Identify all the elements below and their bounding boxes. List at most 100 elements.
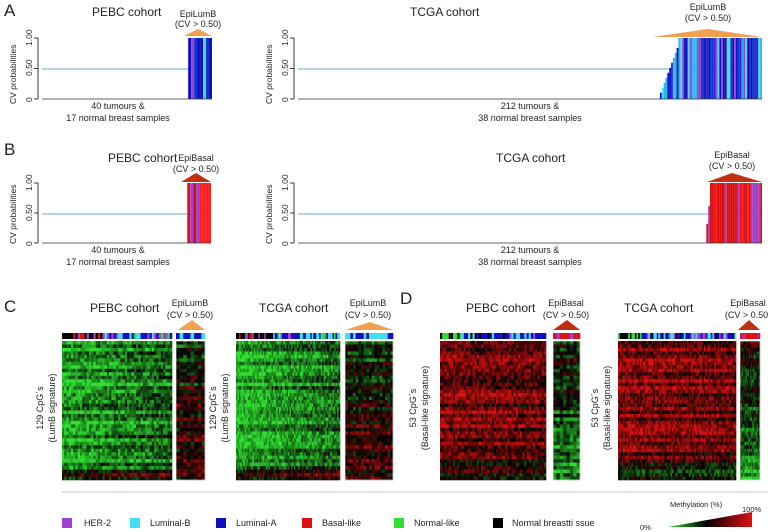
panel-c-pebc-main-cell-27-17: [100, 434, 103, 439]
panel-c-tcga-main-cell-11-3: [240, 379, 243, 383]
panel-c-tcga-main-cell-19-4: [241, 407, 244, 411]
panel-c-pebc-main-annot-8: [79, 333, 83, 339]
panel-c-tcga-main-cell-2-69: [338, 347, 341, 352]
panel-c-tcga-main-cell-29-53: [314, 441, 317, 446]
panel-c-pebc-group-cell-14-6: [197, 389, 202, 394]
panel-c-tcga-main-cell-9-16: [259, 372, 262, 377]
panel-c-tcga-main-cell-7-57: [320, 365, 323, 370]
panel-c-pebc-group-cell-35-3: [186, 462, 191, 467]
panel-c-pebc-main-cell-35-42: [156, 462, 159, 467]
panel-c-pebc-main-cell-16-31: [131, 396, 135, 401]
panel-c-pebc-main-cell-27-35: [140, 434, 144, 439]
panel-c-pebc-main-cell-17-41: [154, 400, 157, 404]
panel-c-tcga-main-cell-17-12: [253, 400, 256, 404]
panel-c-pebc-main-cell-31-48: [169, 448, 173, 453]
panel-c-tcga-main-cell-17-16: [259, 400, 262, 404]
panel-c-tcga-main-annot-5: [243, 333, 246, 339]
panel-c-tcga-main-cell-4-25: [273, 354, 275, 359]
panel-c-tcga-main-cell-27-48: [307, 434, 310, 439]
panel-a-pebc-bar-54: [203, 38, 207, 99]
panel-c-pebc-main-cell-4-18: [102, 354, 105, 359]
panel-c-pebc-main-cell-21-13: [91, 413, 94, 418]
panel-c-tcga-main-cell-3-57: [320, 351, 323, 356]
panel-c-tcga-main-cell-0-58: [322, 341, 324, 345]
panel-c-tcga-main-cell-10-24: [271, 375, 274, 380]
panel-c-pebc-main-cell-20-0: [62, 410, 65, 415]
panel-c-tcga-main-cell-26-22: [268, 431, 271, 436]
panel-c-pebc-main-cell-1-47: [167, 344, 171, 349]
panel-c-pebc-main-cell-13-45: [163, 386, 166, 390]
panel-c-pebc-main-cell-8-14: [93, 368, 96, 373]
panel-c-pebc-main-cell-8-19: [104, 368, 108, 373]
panel-c-tcga-main-cell-11-17: [261, 379, 264, 383]
panel-c-pebc-main-cell-36-29: [127, 466, 130, 470]
panel-c-tcga-main-cell-13-0: [236, 386, 238, 390]
panel-c-tcga-main-cell-2-37: [290, 347, 293, 352]
panel-c-pebc-main-cell-26-30: [129, 431, 132, 436]
panel-c-pebc-main-cell-1-7: [77, 344, 81, 349]
panel-c-tcga-main-cell-4-14: [256, 354, 259, 359]
panel-c-pebc-main-cell-28-23: [113, 438, 117, 443]
panel-c-pebc-main-cell-20-19: [104, 410, 108, 415]
panel-c-pebc-main-cell-2-41: [154, 347, 157, 352]
panel-c-pebc-main-cell-33-23: [113, 455, 117, 460]
panel-c-tcga-main-cell-31-19: [264, 448, 267, 453]
panel-c-pebc-main-cell-12-5: [73, 382, 76, 387]
panel-a-tcga-bar-218: [702, 38, 705, 99]
panel-c-tcga-main-cell-24-63: [329, 424, 332, 429]
panel-c-tcga-main-cell-7-14: [256, 365, 259, 370]
panel-c-tcga-main-cell-32-27: [276, 452, 278, 456]
panel-c-tcga-main-cell-4-8: [247, 354, 250, 359]
panel-c-tcga-main-cell-23-59: [323, 420, 326, 425]
panel-c-pebc-group-cell-31-7: [201, 448, 206, 453]
panel-c-pebc-main-cell-2-47: [167, 347, 171, 352]
panel-c-tcga-main-cell-25-4: [241, 427, 244, 432]
panel-c-tcga-main-cell-12-20: [265, 382, 268, 387]
panel-c-pebc-main-cell-35-41: [154, 462, 157, 467]
panel-c-pebc-main-cell-4-43: [158, 354, 162, 359]
panel-c-pebc-main-cell-17-7: [77, 400, 81, 404]
panel-c-pebc-main-cell-26-25: [118, 431, 121, 436]
panel-c-pebc-main-cell-3-21: [109, 351, 112, 356]
panel-c-tcga-main-annot-61: [326, 333, 329, 339]
panel-c-pebc-main-cell-23-37: [145, 420, 148, 425]
panel-c-tcga-main-cell-11-23: [270, 379, 272, 383]
panel-c-tcga-main-cell-11-38: [292, 379, 295, 383]
panel-c-pebc-main-cell-19-31: [131, 407, 135, 411]
panel-c-pebc-main-cell-36-48: [169, 466, 173, 470]
panel-c-pebc-main-cell-35-19: [104, 462, 108, 467]
panel-c-tcga-main-cell-4-15: [258, 354, 261, 359]
panel-c-pebc-group-cell-30-1: [179, 445, 184, 450]
panel-c-pebc-main-cell-19-14: [93, 407, 96, 411]
panel-c-pebc-main-cell-25-40: [151, 427, 155, 432]
panel-c-tcga-main-cell-22-36: [289, 417, 292, 422]
panel-c-tcga-main-cell-24-36: [289, 424, 292, 429]
panel-c-tcga-main-cell-5-57: [320, 358, 323, 363]
panel-c-tcga-main-cell-10-7: [246, 375, 249, 380]
panel-c-tcga-main-cell-3-7: [246, 351, 249, 356]
panel-c-tcga-main-cell-1-63: [329, 344, 332, 349]
panel-c-tcga-main-cell-25-34: [286, 427, 289, 432]
panel-c-tcga-main-cell-1-23: [270, 344, 272, 349]
panel-c-pebc-main-cell-35-8: [79, 462, 83, 467]
panel-c-tcga-main-cell-17-40: [295, 400, 298, 404]
panel-c-tcga-main-cell-14-55: [317, 389, 320, 394]
panel-c-tcga-main-cell-33-39: [293, 455, 296, 460]
panel-c-tcga-main-cell-30-53: [314, 445, 317, 450]
panel-c-tcga-main-cell-7-60: [325, 365, 327, 370]
panel-c-tcga-main-cell-16-31: [282, 396, 284, 401]
panel-c-tcga-main-cell-31-18: [262, 448, 265, 453]
panel-c-pebc-main-cell-6-48: [169, 361, 173, 366]
panel-c-tcga-main-cell-30-1: [237, 445, 240, 450]
panel-c-pebc-main-cell-11-12: [88, 379, 92, 383]
panel-c-tcga-main-cell-27-19: [264, 434, 267, 439]
panel-c-tcga-main-cell-12-43: [299, 382, 302, 387]
panel-c-tcga-main-cell-16-60: [325, 396, 327, 401]
panel-c-tcga-main-cell-2-62: [328, 347, 330, 352]
panel-c-tcga-group-label: EpiLumB: [350, 298, 387, 308]
panel-c-pebc-main-cell-2-42: [156, 347, 159, 352]
panel-c-pebc-main-cell-13-29: [127, 386, 130, 390]
panel-c-pebc-group-cell-8-4: [190, 368, 195, 373]
panel-c-pebc-main-cell-18-17: [100, 403, 103, 408]
panel-a-tcga-title: TCGA cohort: [410, 5, 480, 19]
